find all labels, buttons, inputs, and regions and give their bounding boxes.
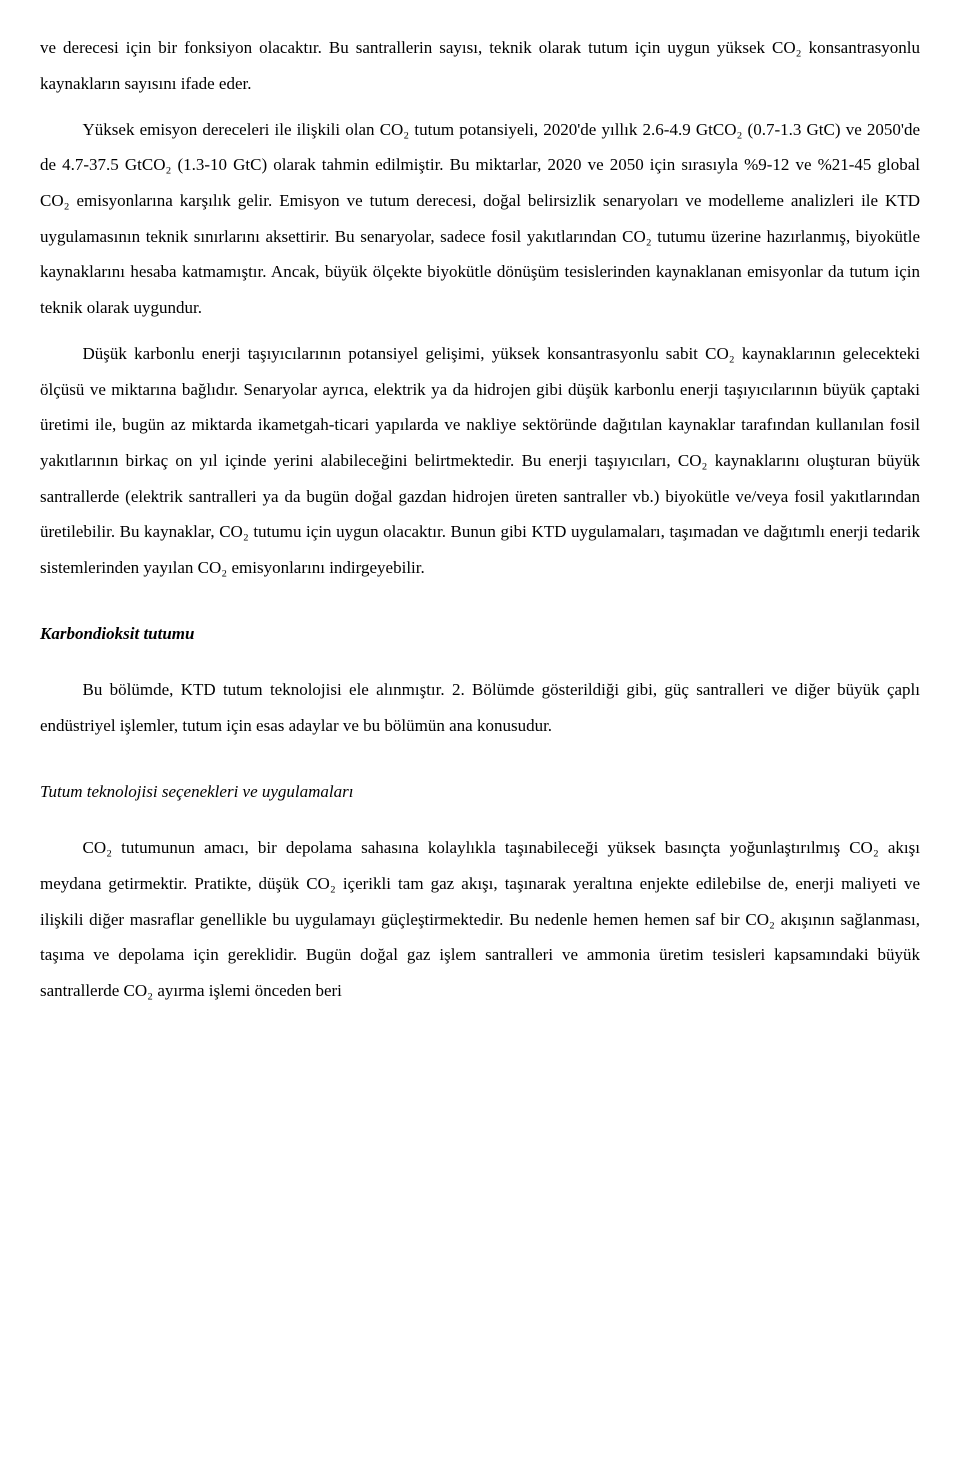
- body-paragraph-4: Bu bölümde, KTD tutum teknolojisi ele al…: [40, 672, 920, 743]
- subsection-heading-tutum-teknolojisi: Tutum teknolojisi seçenekleri ve uygulam…: [40, 774, 920, 810]
- body-paragraph-5: CO₂ tutumunun amacı, bir depolama sahası…: [40, 830, 920, 1008]
- section-heading-karbondioksit-tutumu: Karbondioksit tutumu: [40, 616, 920, 652]
- body-paragraph-1: ve derecesi için bir fonksiyon olacaktır…: [40, 30, 920, 101]
- body-paragraph-2: Yüksek emisyon dereceleri ile ilişkili o…: [40, 112, 920, 326]
- body-paragraph-3: Düşük karbonlu enerji taşıyıcılarının po…: [40, 336, 920, 586]
